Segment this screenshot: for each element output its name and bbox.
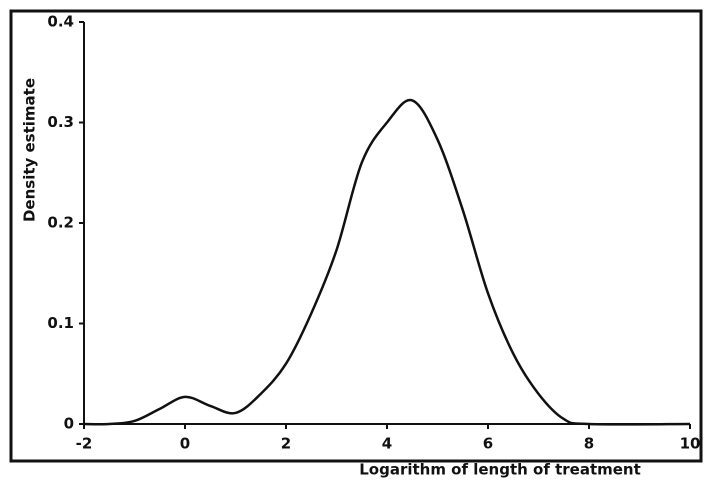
x-tick-label: 0 bbox=[180, 435, 190, 453]
y-tick-label: 0.4 bbox=[47, 13, 74, 31]
frame bbox=[9, 9, 703, 463]
x-axis-label: Logarithm of length of treatment bbox=[359, 461, 641, 479]
x-tick-label: -2 bbox=[76, 435, 93, 453]
x-tick-label: 8 bbox=[584, 435, 594, 453]
x-tick-label: 2 bbox=[281, 435, 291, 453]
x-tick-label: 10 bbox=[680, 435, 701, 453]
y-tick-label: 0 bbox=[64, 415, 74, 433]
density-line bbox=[83, 98, 691, 426]
y-tick-label: 0.1 bbox=[47, 314, 74, 332]
x-tick-label: 6 bbox=[483, 435, 493, 453]
x-tick-label: 4 bbox=[382, 435, 392, 453]
y-tick-label: 0.3 bbox=[47, 113, 74, 131]
y-axis-label: Density estimate bbox=[21, 78, 39, 222]
y-tick-label: 0.2 bbox=[47, 214, 74, 232]
